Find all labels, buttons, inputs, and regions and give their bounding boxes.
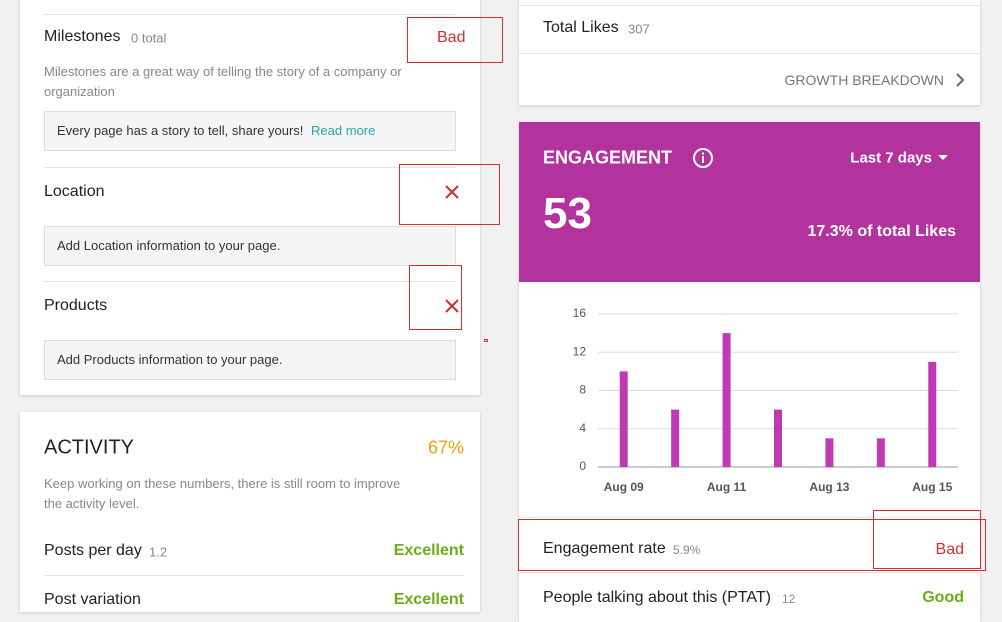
bar	[825, 438, 834, 467]
annotation-dot	[484, 339, 488, 342]
separator	[519, 572, 980, 573]
y-tick-label: 16	[573, 306, 587, 320]
engagement-chart: 0 4 8 12 16 Aug 09 Aug 11 Aug 13 Aug 15	[573, 306, 958, 494]
tip-box: Every page has a story to tell, share yo…	[44, 111, 456, 151]
tip: Add Location information to your page.	[44, 226, 456, 266]
count: 0 total	[131, 30, 167, 46]
separator	[44, 575, 464, 576]
label: Products	[44, 297, 108, 314]
engagement-value: 53	[543, 189, 592, 238]
separator	[44, 14, 456, 15]
x-tick-label: Aug 11	[707, 480, 747, 494]
value: 12	[782, 592, 796, 606]
x-tick-label: Aug 13	[809, 480, 849, 494]
read-more-link[interactable]: Read more	[311, 123, 376, 138]
separator	[44, 167, 456, 168]
annotation-box	[409, 265, 462, 330]
tip: Add Products information to your page.	[44, 340, 456, 380]
value: 5.9%	[673, 543, 701, 557]
description: Keep working on these numbers, there is …	[44, 476, 401, 511]
status: Bad	[935, 541, 964, 558]
y-tick-label: 4	[579, 421, 586, 435]
annotation-box	[407, 17, 503, 63]
y-tick-label: 12	[573, 344, 587, 358]
tip: Every page has a story to tell, share yo…	[57, 123, 304, 138]
label: Total Likes	[543, 19, 619, 36]
status: Excellent	[393, 591, 464, 608]
bar	[722, 333, 731, 467]
x-tick-label: Aug 09	[604, 480, 644, 494]
y-tick-label: 0	[579, 459, 586, 473]
value: 1.2	[149, 544, 168, 560]
activity-card	[20, 412, 480, 612]
annotation-box	[873, 510, 981, 569]
label: Location	[44, 183, 105, 200]
label: Milestones	[44, 28, 121, 45]
activity-score: 67%	[427, 437, 464, 458]
engagement-share: 17.3% of total Likes	[807, 223, 957, 240]
missing-icon	[445, 299, 459, 313]
engagement-header	[519, 122, 980, 282]
bar	[774, 409, 782, 467]
chevron-icon	[956, 73, 965, 87]
info-icon[interactable]	[692, 147, 714, 169]
x-tick-label: Aug 15	[912, 480, 952, 494]
status: Bad	[437, 29, 466, 46]
bar	[671, 409, 680, 467]
engagement-title: ENGAGEMENT	[543, 147, 673, 168]
separator	[519, 5, 980, 6]
bar	[928, 361, 937, 467]
label: Post variation	[44, 591, 141, 608]
separator	[44, 281, 456, 282]
missing-icon	[445, 185, 459, 199]
page: Milestones 0 total Bad Milestones are a …	[20, 0, 986, 622]
bar	[619, 371, 628, 467]
bar	[876, 438, 885, 467]
status: Excellent	[393, 542, 464, 559]
label: People talking about this (PTAT)	[543, 589, 771, 606]
separator	[519, 53, 980, 54]
annotation-box	[399, 164, 500, 225]
growth-link[interactable]: GROWTH BREAKDOWN	[784, 72, 944, 88]
checklist-card	[20, 0, 480, 395]
label: Posts per day	[44, 542, 142, 559]
activity-title: ACTIVITY	[44, 436, 135, 459]
period-dropdown[interactable]: Last 7 days	[850, 149, 932, 167]
value: 307	[628, 21, 650, 37]
status: Good	[922, 589, 964, 606]
annotation-box	[518, 519, 986, 571]
likes-card	[519, 0, 980, 105]
dropdown-arrow	[938, 155, 948, 160]
y-tick-label: 8	[579, 383, 586, 397]
description: Milestones are a great way of telling th…	[44, 64, 402, 99]
label: Engagement rate	[543, 540, 666, 557]
